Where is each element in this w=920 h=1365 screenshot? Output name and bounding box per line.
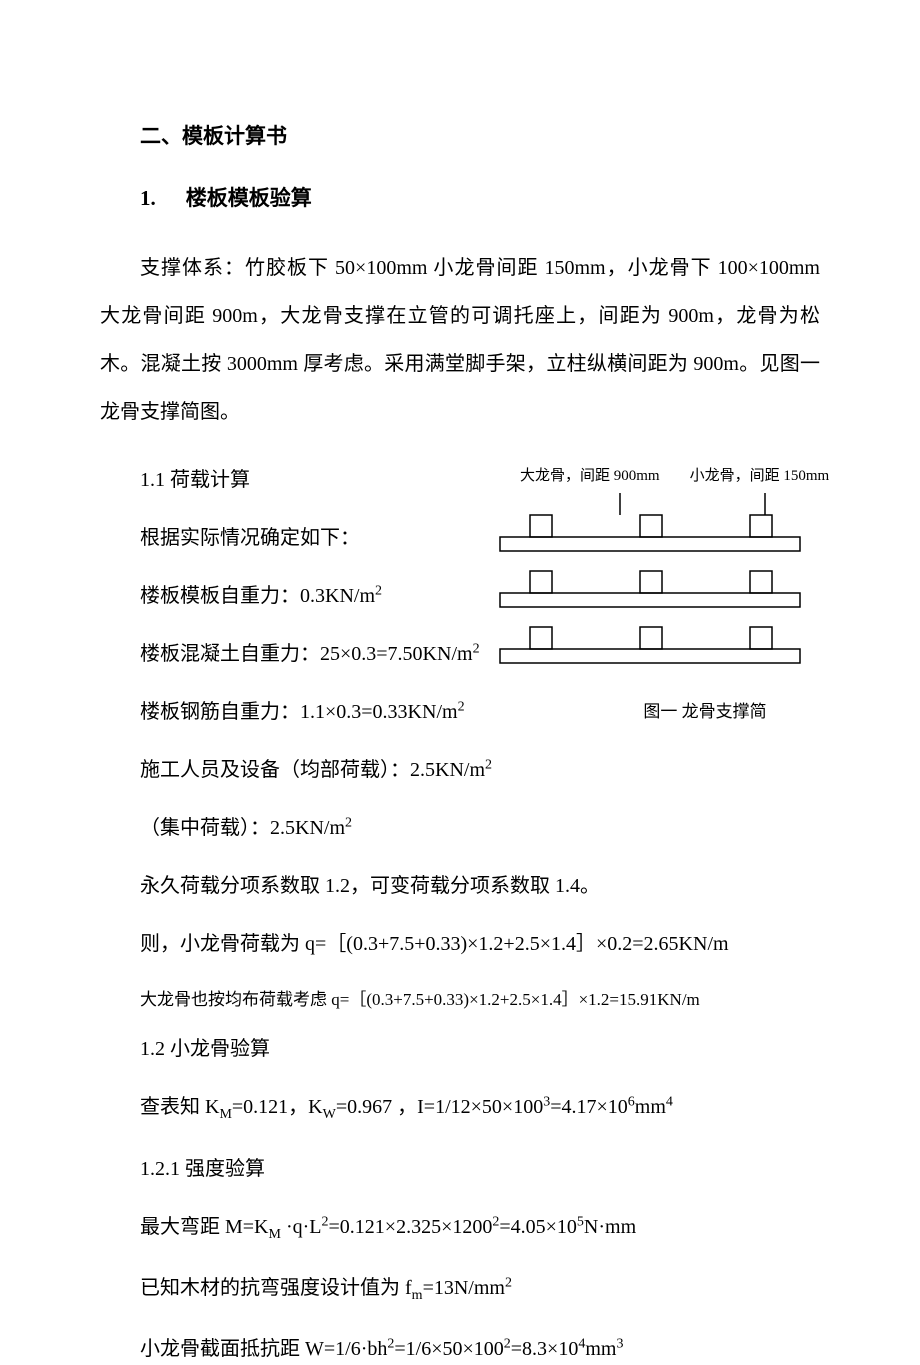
line-1-2-title: 1.2 小龙骨验算 [140, 1033, 820, 1065]
line-section-modulus: 小龙骨截面抵抗距 W=1/6·bh2=1/6×50×1002=8.3×104mm… [140, 1333, 820, 1365]
heading-2-number: 1. [140, 186, 156, 210]
diagram-label-small-keel: 小龙骨，间距 150mm [690, 464, 830, 485]
diagram-labels: 大龙骨，间距 900mm 小龙骨，间距 150mm [490, 464, 860, 485]
diagram-container: 大龙骨，间距 900mm 小龙骨，间距 150mm [490, 464, 860, 722]
line-max-moment: 最大弯距 M=KM ·q·L2=0.121×2.325×12002=4.05×1… [140, 1211, 820, 1246]
line-big-keel-q: 大龙骨也按均布荷载考虑 q=［(0.3+7.5+0.33)×1.2+2.5×1.… [140, 986, 820, 1013]
intro-paragraph: 支撑体系：竹胶板下 50×100mm 小龙骨间距 150mm，小龙骨下 100×… [100, 244, 820, 436]
line-personnel-load: 施工人员及设备（均部荷载）：2.5KN/m2 [140, 754, 820, 786]
line-concentrated-load: （集中荷载）：2.5KN/m2 [140, 812, 820, 844]
line-small-keel-q: 则，小龙骨荷载为 q=［(0.3+7.5+0.33)×1.2+2.5×1.4］×… [140, 928, 820, 960]
line-fm-design: 已知木材的抗弯强度设计值为 fm=13N/mm2 [140, 1272, 820, 1307]
heading-section-1: 二、模板计算书 [140, 120, 820, 150]
heading-section-2: 1. 楼板模板验算 [140, 182, 820, 212]
keel-diagram-svg [490, 493, 830, 683]
diagram-caption: 图一 龙骨支撑简 [550, 697, 860, 722]
line-partial-factors: 永久荷载分项系数取 1.2，可变荷载分项系数取 1.4。 [140, 870, 820, 902]
diagram-label-big-keel: 大龙骨，间距 900mm [520, 464, 660, 485]
content-wrapper: 大龙骨，间距 900mm 小龙骨，间距 150mm [100, 464, 820, 1365]
heading-2-text: 楼板模板验算 [186, 186, 312, 210]
line-1-2-1-title: 1.2.1 强度验算 [140, 1153, 820, 1185]
line-lookup-km-kw: 查表知 KM=0.121，KW=0.967 ，I=1/12×50×1003=4.… [140, 1091, 820, 1126]
